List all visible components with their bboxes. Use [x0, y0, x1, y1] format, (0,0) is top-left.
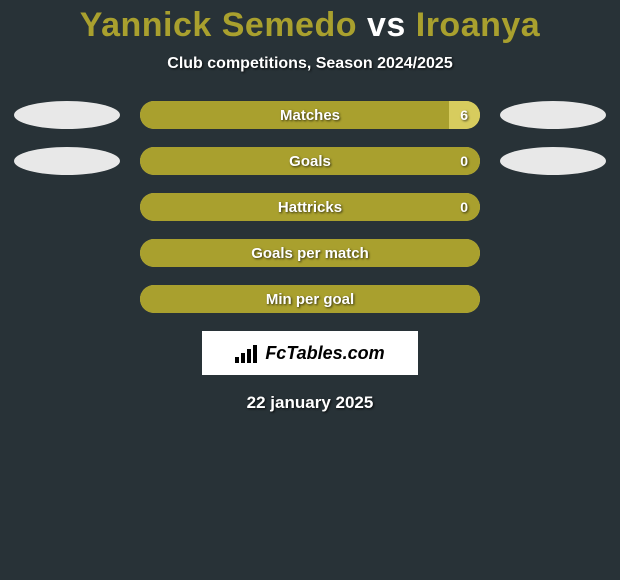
- ellipse-right: [500, 101, 606, 129]
- stat-bar: Matches6: [140, 101, 480, 129]
- stat-row: Hattricks0: [0, 193, 620, 221]
- ellipse-spacer: [500, 239, 606, 267]
- logo-text: FcTables.com: [265, 343, 384, 364]
- stat-row: Goals per match: [0, 239, 620, 267]
- barchart-icon: [235, 343, 259, 363]
- subtitle: Club competitions, Season 2024/2025: [0, 55, 620, 73]
- stat-row: Min per goal: [0, 285, 620, 313]
- ellipse-spacer: [14, 239, 120, 267]
- vs-text: vs: [367, 6, 406, 44]
- title: Yannick Semedo vs Iroanya: [0, 6, 620, 45]
- stat-row: Goals0: [0, 147, 620, 175]
- ellipse-left: [14, 101, 120, 129]
- stat-label: Goals per match: [140, 245, 480, 262]
- stat-bar: Goals0: [140, 147, 480, 175]
- stat-label: Hattricks: [140, 199, 480, 216]
- stat-label: Goals: [140, 153, 480, 170]
- stat-bar: Hattricks0: [140, 193, 480, 221]
- ellipse-spacer: [14, 285, 120, 313]
- ellipse-spacer: [500, 285, 606, 313]
- source-logo: FcTables.com: [202, 331, 418, 375]
- player2-name: Iroanya: [416, 6, 540, 44]
- stat-rows: Matches6Goals0Hattricks0Goals per matchM…: [0, 101, 620, 313]
- stat-row: Matches6: [0, 101, 620, 129]
- ellipse-spacer: [500, 193, 606, 221]
- stat-value: 0: [460, 153, 468, 169]
- comparison-card: Yannick Semedo vs Iroanya Club competiti…: [0, 0, 620, 413]
- stat-label: Matches: [140, 107, 480, 124]
- ellipse-left: [14, 147, 120, 175]
- stat-label: Min per goal: [140, 291, 480, 308]
- stat-bar: Goals per match: [140, 239, 480, 267]
- stat-value: 6: [460, 107, 468, 123]
- ellipse-right: [500, 147, 606, 175]
- player1-name: Yannick Semedo: [80, 6, 357, 44]
- stat-value: 0: [460, 199, 468, 215]
- ellipse-spacer: [14, 193, 120, 221]
- stat-bar: Min per goal: [140, 285, 480, 313]
- date-text: 22 january 2025: [0, 393, 620, 413]
